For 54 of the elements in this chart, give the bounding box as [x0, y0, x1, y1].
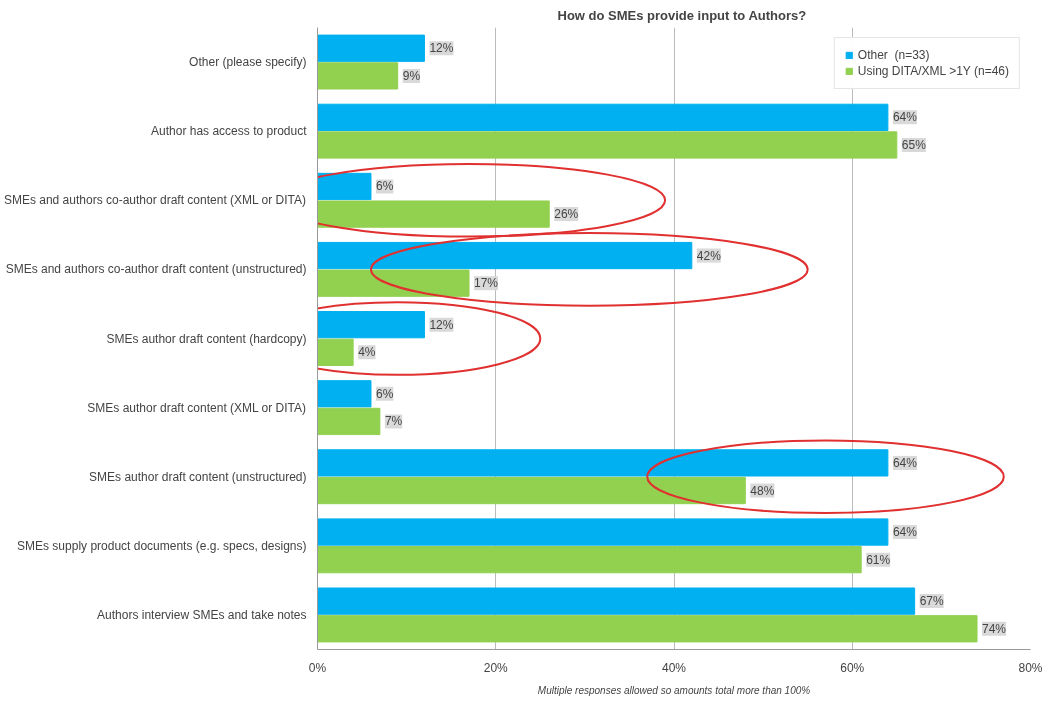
bar	[317, 311, 425, 339]
data-label: 61%	[866, 552, 891, 567]
bar	[317, 172, 372, 201]
legend-label: Using DITA/XML >1Y (n=46)	[857, 64, 1009, 78]
data-label: 6%	[375, 386, 394, 401]
legend-label: Other (n=33)	[857, 48, 930, 62]
data-label: 9%	[402, 68, 421, 83]
x-tick-label: 0%	[308, 660, 327, 675]
data-label: 74%	[982, 621, 1007, 636]
y-tick-label: SMEs author draft content (unstructured)	[89, 469, 307, 484]
bar	[317, 200, 550, 228]
data-label: 64%	[892, 110, 918, 125]
y-tick-label: Other (please specify)	[189, 55, 307, 70]
data-label: 4%	[358, 345, 376, 360]
y-tick-label: SMEs and authors co-author draft content (XML or DITA)	[3, 193, 307, 208]
text: Multiple responses allowed so amounts total more than 100%	[537, 684, 811, 696]
data-label: 12%	[429, 41, 454, 56]
bar	[317, 103, 889, 131]
bar	[317, 380, 372, 408]
data-label: 7%	[384, 414, 403, 429]
data-label: 48%	[750, 483, 775, 498]
bar	[317, 518, 889, 546]
bar	[317, 587, 916, 615]
data-label: 6%	[375, 179, 394, 194]
chart-title: How do SMEs provide input to Authors?	[557, 7, 807, 23]
y-tick-label: Author has access to product	[151, 124, 308, 139]
bar	[317, 407, 381, 436]
bar	[317, 269, 470, 297]
bar	[317, 34, 425, 62]
y-tick-label: SMEs and authors co-author draft content (unstructured)	[5, 262, 307, 277]
data-label: 67%	[919, 594, 944, 609]
data-label: 42%	[696, 248, 722, 263]
y-tick-label: SMEs author draft content (hardcopy)	[106, 331, 307, 346]
data-label: 65%	[901, 137, 927, 152]
data-label: 26%	[554, 207, 579, 222]
y-tick-label: SMEs supply product documents (e.g. specs, designs)	[17, 538, 307, 553]
bar	[317, 131, 898, 159]
data-label: 64%	[892, 525, 918, 540]
x-tick-label: 20%	[483, 660, 509, 675]
bar	[317, 449, 889, 477]
bar	[317, 241, 693, 270]
bar	[317, 62, 399, 90]
data-label: 12%	[429, 317, 454, 332]
x-tick-label: 40%	[661, 660, 687, 675]
bar	[317, 546, 862, 574]
x-tick-label: 80%	[1018, 660, 1043, 675]
data-label: 17%	[474, 276, 499, 291]
y-tick-label: SMEs author draft content (XML or DITA)	[87, 400, 307, 415]
y-tick-label: Authors interview SMEs and take notes	[97, 607, 307, 622]
bar	[317, 615, 978, 643]
x-tick-label: 60%	[840, 660, 865, 675]
bar	[317, 338, 354, 366]
data-label: 64%	[892, 455, 918, 470]
bar	[317, 476, 746, 505]
